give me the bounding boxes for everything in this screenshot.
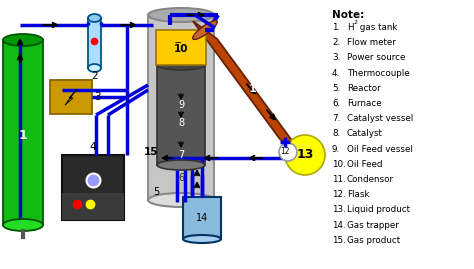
Bar	[88, 18, 101, 68]
Text: 12.: 12.	[332, 190, 346, 199]
Text: 6.: 6.	[332, 99, 340, 108]
Text: 9: 9	[178, 100, 184, 110]
Text: 15.: 15.	[332, 236, 346, 245]
Ellipse shape	[148, 193, 214, 207]
Ellipse shape	[88, 14, 101, 22]
Polygon shape	[65, 89, 77, 105]
Text: 5: 5	[153, 187, 159, 197]
Text: 11.: 11.	[332, 175, 346, 184]
Text: 1.: 1.	[332, 23, 340, 32]
Bar	[62, 193, 124, 220]
Bar	[50, 80, 92, 114]
Text: Catalyst: Catalyst	[347, 129, 383, 138]
Bar	[156, 30, 206, 65]
Text: 14: 14	[196, 213, 208, 223]
Text: 3.: 3.	[332, 54, 340, 62]
Text: 2: 2	[91, 71, 98, 81]
Text: 13: 13	[296, 148, 314, 161]
Ellipse shape	[3, 34, 43, 46]
Ellipse shape	[157, 160, 205, 170]
Text: Reactor: Reactor	[347, 84, 381, 93]
Text: Power source: Power source	[347, 54, 405, 62]
Polygon shape	[193, 21, 304, 157]
Text: 7: 7	[178, 150, 184, 160]
Ellipse shape	[193, 20, 217, 40]
Text: Furnace: Furnace	[347, 99, 382, 108]
Text: H: H	[347, 23, 354, 32]
Ellipse shape	[157, 60, 205, 70]
Circle shape	[279, 143, 297, 161]
Text: 8: 8	[178, 118, 184, 128]
Text: Gas product: Gas product	[347, 236, 400, 245]
Text: 7.: 7.	[332, 114, 340, 123]
Text: 14.: 14.	[332, 221, 346, 230]
Ellipse shape	[88, 64, 101, 72]
Text: 3: 3	[94, 92, 100, 102]
Text: 5.: 5.	[332, 84, 340, 93]
Text: 10.: 10.	[332, 160, 346, 169]
Text: 9.: 9.	[332, 145, 340, 154]
Ellipse shape	[148, 8, 214, 22]
Text: Note:: Note:	[332, 10, 364, 20]
Text: Liquid product: Liquid product	[347, 206, 410, 214]
Text: 2.: 2.	[332, 38, 340, 47]
Text: gas tank: gas tank	[357, 23, 397, 32]
Ellipse shape	[280, 139, 304, 157]
Text: 10: 10	[174, 44, 188, 54]
Ellipse shape	[3, 219, 43, 231]
Bar	[183, 197, 221, 239]
Text: 4: 4	[90, 142, 96, 152]
Circle shape	[285, 135, 325, 175]
Text: 2: 2	[354, 20, 357, 25]
Text: 15: 15	[144, 147, 158, 157]
Text: 13.: 13.	[332, 206, 346, 214]
Text: Oil Feed vessel: Oil Feed vessel	[347, 145, 413, 154]
Text: Condensor: Condensor	[347, 175, 394, 184]
Ellipse shape	[183, 235, 221, 243]
Text: Flow meter: Flow meter	[347, 38, 396, 47]
Bar	[62, 155, 124, 220]
Text: Catalyst vessel: Catalyst vessel	[347, 114, 413, 123]
Text: Gas trapper: Gas trapper	[347, 221, 399, 230]
Text: 4.: 4.	[332, 69, 340, 77]
Text: Thermocouple: Thermocouple	[347, 69, 410, 77]
Bar	[148, 15, 214, 200]
Text: 12: 12	[280, 147, 290, 157]
Text: 8.: 8.	[332, 129, 340, 138]
Bar	[3, 40, 43, 225]
Text: Oil Feed: Oil Feed	[347, 160, 383, 169]
Text: 6: 6	[178, 173, 184, 183]
Text: 11: 11	[249, 84, 264, 94]
Text: Flask: Flask	[347, 190, 370, 199]
Bar	[157, 65, 205, 165]
Text: 1: 1	[18, 129, 27, 142]
